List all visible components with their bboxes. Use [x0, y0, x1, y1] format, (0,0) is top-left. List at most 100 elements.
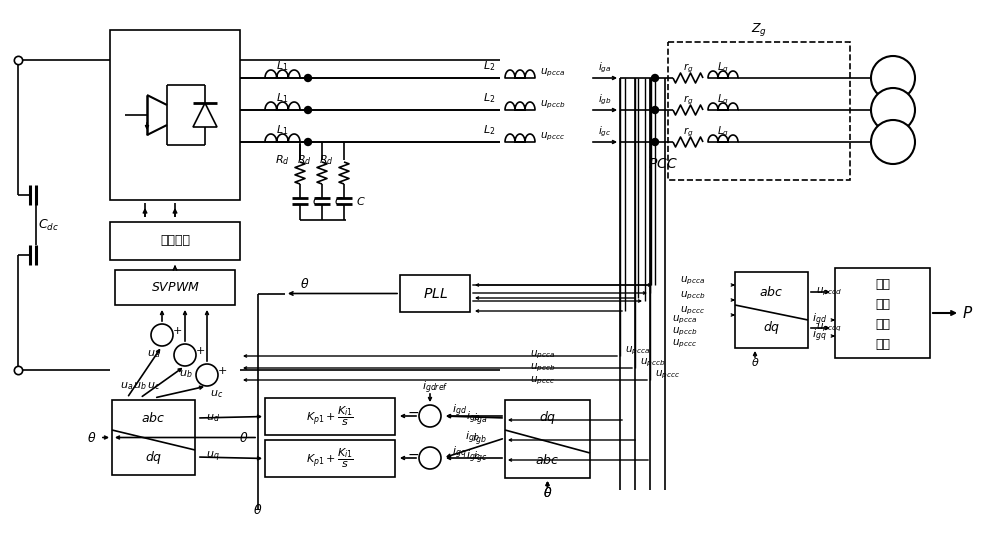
Text: 输出: 输出 [875, 278, 890, 290]
Text: $C_{dc}$: $C_{dc}$ [38, 218, 58, 233]
Bar [115, 270, 235, 305]
Text: $u_{pccc}$: $u_{pccc}$ [655, 369, 680, 381]
Text: $L_2$: $L_2$ [483, 91, 495, 105]
Circle shape [174, 344, 196, 366]
Text: $i_{gd}$: $i_{gd}$ [812, 312, 827, 328]
Text: $r_g$: $r_g$ [683, 61, 693, 75]
Bar [400, 275, 470, 312]
Text: $\theta$: $\theta$ [253, 503, 263, 517]
Circle shape [871, 120, 915, 164]
Text: $\theta$: $\theta$ [239, 430, 248, 445]
Bar [112, 400, 195, 475]
Text: 计算: 计算 [875, 338, 890, 350]
Text: 有功: 有功 [875, 298, 890, 311]
Text: $\theta$: $\theta$ [751, 356, 759, 368]
Text: $i_{gc}$: $i_{gc}$ [466, 449, 480, 465]
Text: $\theta$: $\theta$ [543, 486, 552, 500]
Text: $\theta$: $\theta$ [300, 277, 310, 290]
Text: $i_{ga}$: $i_{ga}$ [473, 412, 487, 428]
Text: $PCC$: $PCC$ [648, 157, 678, 171]
Text: $u_b$: $u_b$ [133, 380, 147, 392]
Text: $i_{gq}$: $i_{gq}$ [452, 445, 467, 461]
Bar [835, 268, 930, 358]
Text: $L_1$: $L_1$ [276, 91, 289, 105]
Text: $u_{pccc}$: $u_{pccc}$ [680, 305, 705, 317]
Bar [505, 400, 590, 478]
Bar [110, 30, 240, 200]
Text: $+$: $+$ [172, 326, 182, 337]
Text: $u_{pccc}$: $u_{pccc}$ [672, 338, 697, 350]
Text: $i_{gdref}$: $i_{gdref}$ [422, 380, 448, 396]
Text: $dq$: $dq$ [763, 320, 780, 337]
Bar [668, 42, 850, 180]
Text: $i_{gq}$: $i_{gq}$ [812, 328, 827, 344]
Text: $L_1$: $L_1$ [276, 59, 289, 73]
Circle shape [304, 106, 312, 114]
Bar [110, 222, 240, 260]
Text: $u_{pccb}$: $u_{pccb}$ [680, 290, 705, 302]
Text: $abc$: $abc$ [141, 411, 166, 425]
Bar [735, 272, 808, 348]
Circle shape [652, 74, 658, 82]
Text: $\theta$: $\theta$ [87, 430, 97, 445]
Text: $L_g$: $L_g$ [717, 93, 729, 107]
Text: $r_g$: $r_g$ [683, 125, 693, 139]
Text: $i_{gb}$: $i_{gb}$ [598, 93, 612, 107]
Circle shape [304, 138, 312, 145]
Text: $abc$: $abc$ [759, 285, 784, 299]
Text: $R_d$: $R_d$ [319, 153, 334, 167]
Bar [265, 440, 395, 477]
Bar [265, 398, 395, 435]
Text: $u_{pcca}$: $u_{pcca}$ [530, 349, 555, 361]
Text: $R_d$: $R_d$ [297, 153, 312, 167]
Text: $u_d$: $u_d$ [206, 412, 220, 424]
Text: $PLL$: $PLL$ [423, 287, 447, 300]
Circle shape [871, 56, 915, 100]
Text: $u_a$: $u_a$ [120, 380, 134, 392]
Text: $u_{pccb}$: $u_{pccb}$ [540, 99, 565, 111]
Text: $u_{pccb}$: $u_{pccb}$ [530, 362, 555, 374]
Text: $i_{gd}$: $i_{gd}$ [452, 403, 467, 419]
Text: $L_g$: $L_g$ [717, 61, 729, 75]
Text: $abc$: $abc$ [535, 453, 560, 467]
Text: $R_d$: $R_d$ [275, 153, 290, 167]
Text: $u_{pcca}$: $u_{pcca}$ [540, 67, 565, 79]
Text: $i_{gc}$: $i_{gc}$ [598, 125, 612, 139]
Circle shape [304, 74, 312, 82]
Text: $dq$: $dq$ [539, 409, 556, 426]
Text: $K_{p1}+\dfrac{K_{i1}}{s}$: $K_{p1}+\dfrac{K_{i1}}{s}$ [306, 447, 354, 470]
Text: $r_g$: $r_g$ [683, 93, 693, 107]
Circle shape [652, 138, 658, 145]
Text: $L_g$: $L_g$ [717, 125, 729, 139]
Text: $+$: $+$ [217, 365, 227, 376]
Text: $u_{pccd}$: $u_{pccd}$ [816, 286, 842, 298]
Text: $i_{gb}$: $i_{gb}$ [465, 430, 480, 446]
Text: $C$: $C$ [312, 195, 322, 207]
Circle shape [419, 447, 441, 469]
Text: $-$: $-$ [407, 447, 419, 461]
Text: $u_{pccq}$: $u_{pccq}$ [816, 322, 841, 334]
Text: $u_b$: $u_b$ [179, 368, 193, 380]
Text: $Z_g$: $Z_g$ [751, 21, 767, 39]
Circle shape [196, 364, 218, 386]
Text: $i_{ga}$: $i_{ga}$ [466, 410, 480, 426]
Text: $u_{pcca}$: $u_{pcca}$ [625, 345, 650, 357]
Text: $dq$: $dq$ [145, 449, 162, 466]
Circle shape [871, 88, 915, 132]
Text: 功率: 功率 [875, 317, 890, 331]
Text: 驱动电路: 驱动电路 [160, 235, 190, 247]
Text: $u_c$: $u_c$ [147, 380, 161, 392]
Text: $u_{pccc}$: $u_{pccc}$ [530, 375, 555, 387]
Text: $P$: $P$ [962, 305, 974, 321]
Text: $u_{pcca}$: $u_{pcca}$ [680, 275, 705, 287]
Text: $u_{pccb}$: $u_{pccb}$ [640, 357, 665, 369]
Text: $u_{pccc}$: $u_{pccc}$ [540, 131, 565, 143]
Text: $i_{gc}$: $i_{gc}$ [473, 450, 487, 466]
Text: $K_{p1}+\dfrac{K_{i1}}{s}$: $K_{p1}+\dfrac{K_{i1}}{s}$ [306, 405, 354, 428]
Text: $u_c$: $u_c$ [210, 388, 224, 400]
Text: $L_2$: $L_2$ [483, 123, 495, 137]
Text: $i_{ga}$: $i_{ga}$ [598, 61, 612, 75]
Text: $+$: $+$ [195, 345, 205, 356]
Text: $u_q$: $u_q$ [206, 450, 220, 464]
Circle shape [652, 106, 658, 114]
